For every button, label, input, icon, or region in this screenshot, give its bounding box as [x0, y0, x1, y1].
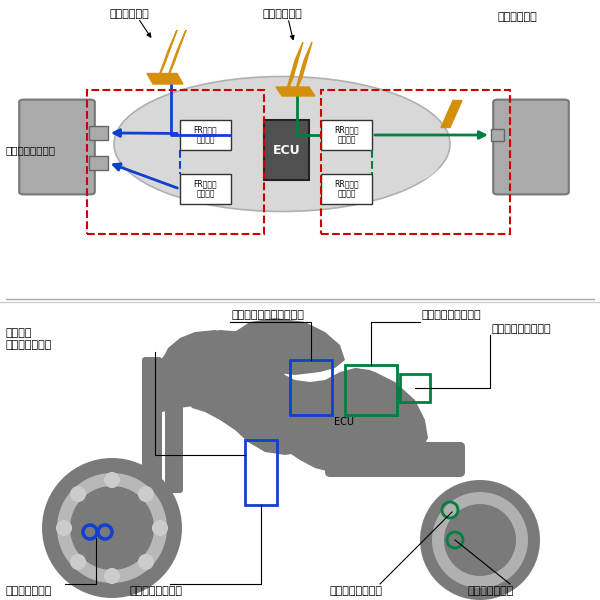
Text: ハンドレバー: ハンドレバー [109, 9, 149, 19]
Circle shape [420, 480, 540, 600]
Text: リアバルブユニット: リアバルブユニット [422, 310, 482, 320]
Text: スピードセンサー: スピードセンサー [130, 586, 183, 596]
FancyBboxPatch shape [493, 100, 569, 194]
FancyBboxPatch shape [165, 357, 183, 493]
Circle shape [432, 492, 528, 588]
FancyBboxPatch shape [19, 100, 95, 194]
PathPatch shape [190, 400, 325, 455]
Bar [400, 374, 430, 402]
Circle shape [57, 473, 167, 583]
Bar [321, 174, 372, 204]
Text: スピードセンサー: スピードセンサー [330, 586, 383, 596]
Bar [290, 360, 332, 415]
Circle shape [455, 515, 505, 565]
Circle shape [70, 554, 86, 570]
Text: リアブレーキ: リアブレーキ [498, 12, 538, 22]
Circle shape [70, 486, 154, 570]
Text: リアパワーユニット: リアパワーユニット [492, 324, 551, 334]
Circle shape [444, 504, 516, 576]
Bar [89, 126, 108, 139]
Polygon shape [156, 30, 177, 84]
Circle shape [152, 520, 168, 536]
Bar [89, 156, 108, 169]
PathPatch shape [335, 368, 428, 475]
Ellipse shape [132, 107, 192, 181]
PathPatch shape [230, 318, 345, 375]
Bar [491, 129, 504, 141]
Text: ECU: ECU [334, 417, 354, 427]
Bar [321, 120, 372, 150]
Text: ECU: ECU [272, 143, 301, 157]
PathPatch shape [148, 330, 420, 476]
Bar [321, 90, 510, 234]
Text: フロント
パワーユニット: フロント パワーユニット [5, 328, 52, 350]
Circle shape [70, 486, 86, 502]
Polygon shape [285, 42, 303, 96]
Circle shape [104, 472, 120, 488]
Bar [345, 365, 397, 415]
Text: パルサーリング: パルサーリング [468, 586, 514, 596]
Polygon shape [147, 73, 183, 84]
Text: フットペダル: フットペダル [262, 9, 302, 19]
Text: RRパワー
ユニット: RRパワー ユニット [334, 179, 359, 199]
Circle shape [138, 554, 154, 570]
Circle shape [42, 458, 182, 598]
Text: フロントバルブユニット: フロントバルブユニット [232, 310, 305, 320]
Polygon shape [165, 30, 186, 84]
FancyBboxPatch shape [142, 357, 162, 493]
Circle shape [56, 520, 72, 536]
Bar [87, 90, 264, 234]
PathPatch shape [162, 330, 235, 372]
Circle shape [104, 568, 120, 584]
Text: FRパワー
ユニット: FRパワー ユニット [194, 179, 217, 199]
Bar [180, 174, 231, 204]
Text: パルサーリング: パルサーリング [5, 586, 52, 596]
Ellipse shape [372, 117, 444, 183]
Bar [245, 440, 277, 505]
Circle shape [80, 496, 144, 560]
Polygon shape [276, 87, 315, 96]
Bar [264, 120, 309, 180]
Circle shape [138, 486, 154, 502]
Ellipse shape [114, 76, 450, 211]
FancyBboxPatch shape [325, 442, 465, 477]
Text: RRバルブ
ユニット: RRバルブ ユニット [334, 125, 359, 145]
Text: FRバルブ
ユニット: FRバルブ ユニット [194, 125, 217, 145]
Polygon shape [441, 100, 462, 127]
Text: フロントブレーキ: フロントブレーキ [6, 145, 56, 155]
Polygon shape [294, 42, 312, 96]
Bar [180, 120, 231, 150]
